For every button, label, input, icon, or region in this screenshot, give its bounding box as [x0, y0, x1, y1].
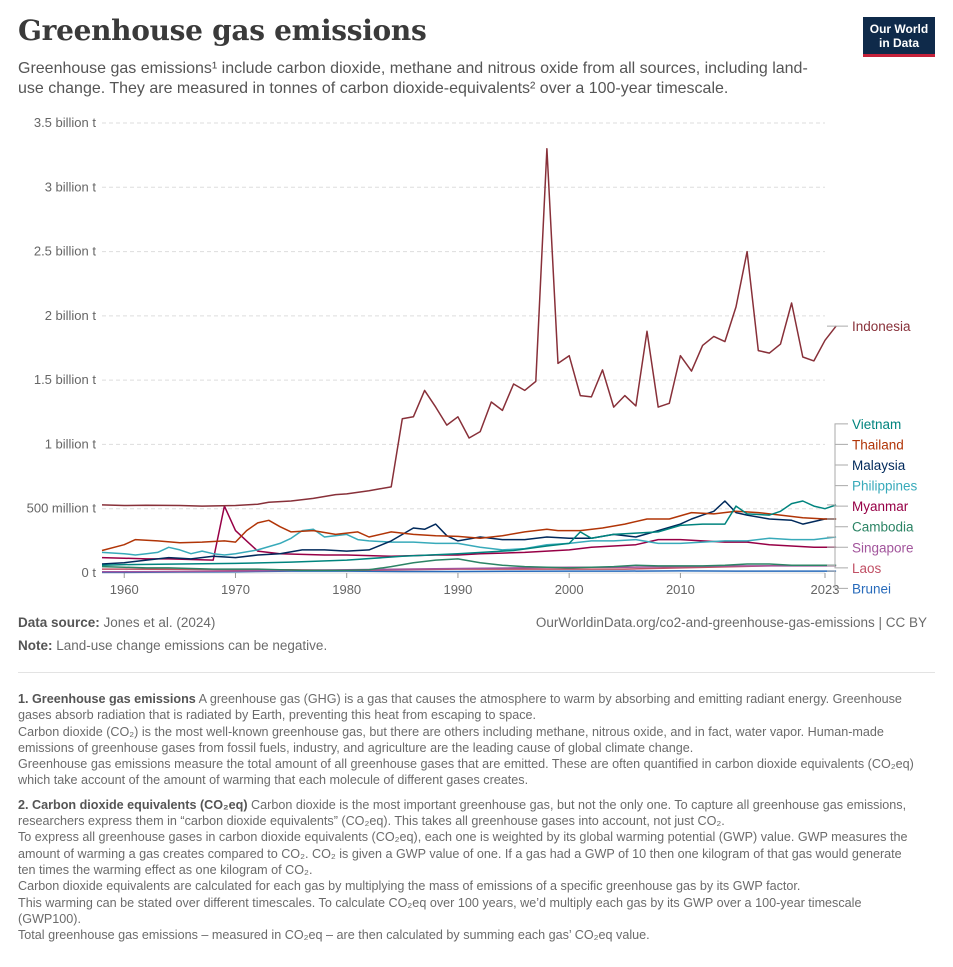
series-line-indonesia[interactable]	[101, 147, 837, 507]
footnote-2-line-1: 2. Carbon dioxide equivalents (CO₂eq) Ca…	[18, 797, 918, 830]
series-label-singapore[interactable]: Singapore	[852, 540, 914, 555]
series-label-laos[interactable]: Laos	[852, 561, 882, 576]
footnote-2-line-4: This warming can be stated over differen…	[18, 895, 862, 926]
footnotes: 1. Greenhouse gas emissions A greenhouse…	[18, 691, 918, 951]
series-label-malaysia[interactable]: Malaysia	[852, 458, 906, 473]
series-label-brunei[interactable]: Brunei	[852, 581, 891, 596]
footnote-1-line-2: Carbon dioxide (CO₂) is the most well-kn…	[18, 724, 884, 755]
chart-title: Greenhouse gas emissions	[18, 14, 427, 47]
y-axis-ticks: 0 t 500 million t 1 billion t 1.5 billion t…	[27, 115, 97, 580]
x-tick-label: 2010	[666, 582, 695, 597]
series-label-philippines[interactable]: Philippines	[852, 479, 918, 494]
label-connector-cambodia	[827, 526, 848, 566]
series-line-myanmar[interactable]	[101, 505, 837, 561]
grid-lines	[102, 122, 825, 574]
note-value: Land-use change emissions can be negativ…	[56, 638, 328, 653]
x-axis-ticks: 1960 1970 1980 1990 2000 2010 2023	[110, 573, 840, 597]
divider	[18, 672, 935, 673]
series-line-cambodia[interactable]	[101, 558, 837, 572]
data-source-value[interactable]: Jones et al. (2024)	[103, 615, 216, 630]
y-tick-label: 0 t	[82, 565, 97, 580]
label-connector-vietnam	[827, 423, 848, 506]
logo-line-1: Our World	[869, 22, 929, 36]
y-tick-label: 2 billion t	[45, 308, 97, 323]
source-url[interactable]: OurWorldinData.org/co2-and-greenhouse-ga…	[535, 615, 927, 630]
x-tick-label: 1970	[221, 582, 250, 597]
series-label-vietnam[interactable]: Vietnam	[852, 417, 901, 432]
y-tick-label: 3 billion t	[45, 179, 97, 194]
series-line-malaysia[interactable]	[101, 500, 837, 565]
footnote-2-text-1: Carbon dioxide is the most important gre…	[18, 797, 907, 829]
x-tick-label: 1980	[332, 582, 361, 597]
label-connector-brunei	[827, 570, 848, 589]
data-source: Data source: Jones et al. (2024)	[18, 615, 215, 630]
chart-note: Note: Land-use change emissions can be n…	[18, 638, 327, 653]
series-line-philippines[interactable]	[101, 528, 837, 556]
series-label-indonesia[interactable]: Indonesia	[852, 319, 911, 334]
footnote-1-line-3: Greenhouse gas emissions measure the tot…	[18, 757, 914, 788]
x-tick-label: 1960	[110, 582, 139, 597]
series-line-thailand[interactable]	[101, 510, 837, 552]
x-tick-label: 2023	[811, 582, 840, 597]
label-connector-singapore	[827, 546, 848, 567]
footnote-2-line-3: Carbon dioxide equivalents are calculate…	[18, 879, 801, 894]
y-tick-label: 2.5 billion t	[34, 244, 97, 259]
y-tick-label: 1.5 billion t	[34, 372, 97, 387]
note-label: Note:	[18, 638, 53, 653]
footnote-2-title: 2. Carbon dioxide equivalents (CO₂eq)	[18, 797, 248, 812]
x-tick-label: 1990	[443, 582, 472, 597]
label-connector-laos	[827, 564, 848, 569]
series-label-thailand[interactable]: Thailand	[852, 437, 904, 452]
footnote-2-line-5: Total greenhouse gas emissions – measure…	[18, 928, 650, 943]
owid-logo[interactable]: Our World in Data	[863, 17, 935, 57]
footnote-1: 1. Greenhouse gas emissions A greenhouse…	[18, 691, 918, 789]
footnote-1-title: 1. Greenhouse gas emissions	[18, 692, 196, 706]
label-connector-philippines	[827, 485, 848, 538]
series-labels: Indonesia Vietnam Thailand Malaysia Philippi…	[827, 319, 918, 596]
y-tick-label: 3.5 billion t	[34, 115, 97, 130]
footnote-1-text-1: A greenhouse gas (GHG) is a gas that cau…	[18, 692, 902, 723]
label-connector-malaysia	[827, 464, 848, 520]
y-tick-label: 500 million t	[27, 501, 97, 516]
series-label-cambodia[interactable]: Cambodia	[852, 520, 914, 535]
chart-subtitle: Greenhouse gas emissions¹ include carbon…	[18, 60, 808, 97]
footnote-2-line-2: To express all greenhouse gases in carbo…	[18, 830, 908, 877]
footnote-1-line-1: 1. Greenhouse gas emissions A greenhouse…	[18, 691, 918, 724]
series-lines	[101, 147, 837, 574]
data-source-label: Data source:	[18, 615, 100, 630]
footnote-2: 2. Carbon dioxide equivalents (CO₂eq) Ca…	[18, 797, 918, 944]
series-line-vietnam[interactable]	[101, 500, 837, 567]
series-label-myanmar[interactable]: Myanmar	[852, 499, 909, 514]
logo-line-2: in Data	[878, 36, 919, 50]
line-chart: 0 t 500 million t 1 billion t 1.5 billion t…	[27, 115, 918, 597]
y-tick-label: 1 billion t	[45, 436, 97, 451]
label-connector-thailand	[827, 443, 848, 520]
x-tick-label: 2000	[555, 582, 584, 597]
